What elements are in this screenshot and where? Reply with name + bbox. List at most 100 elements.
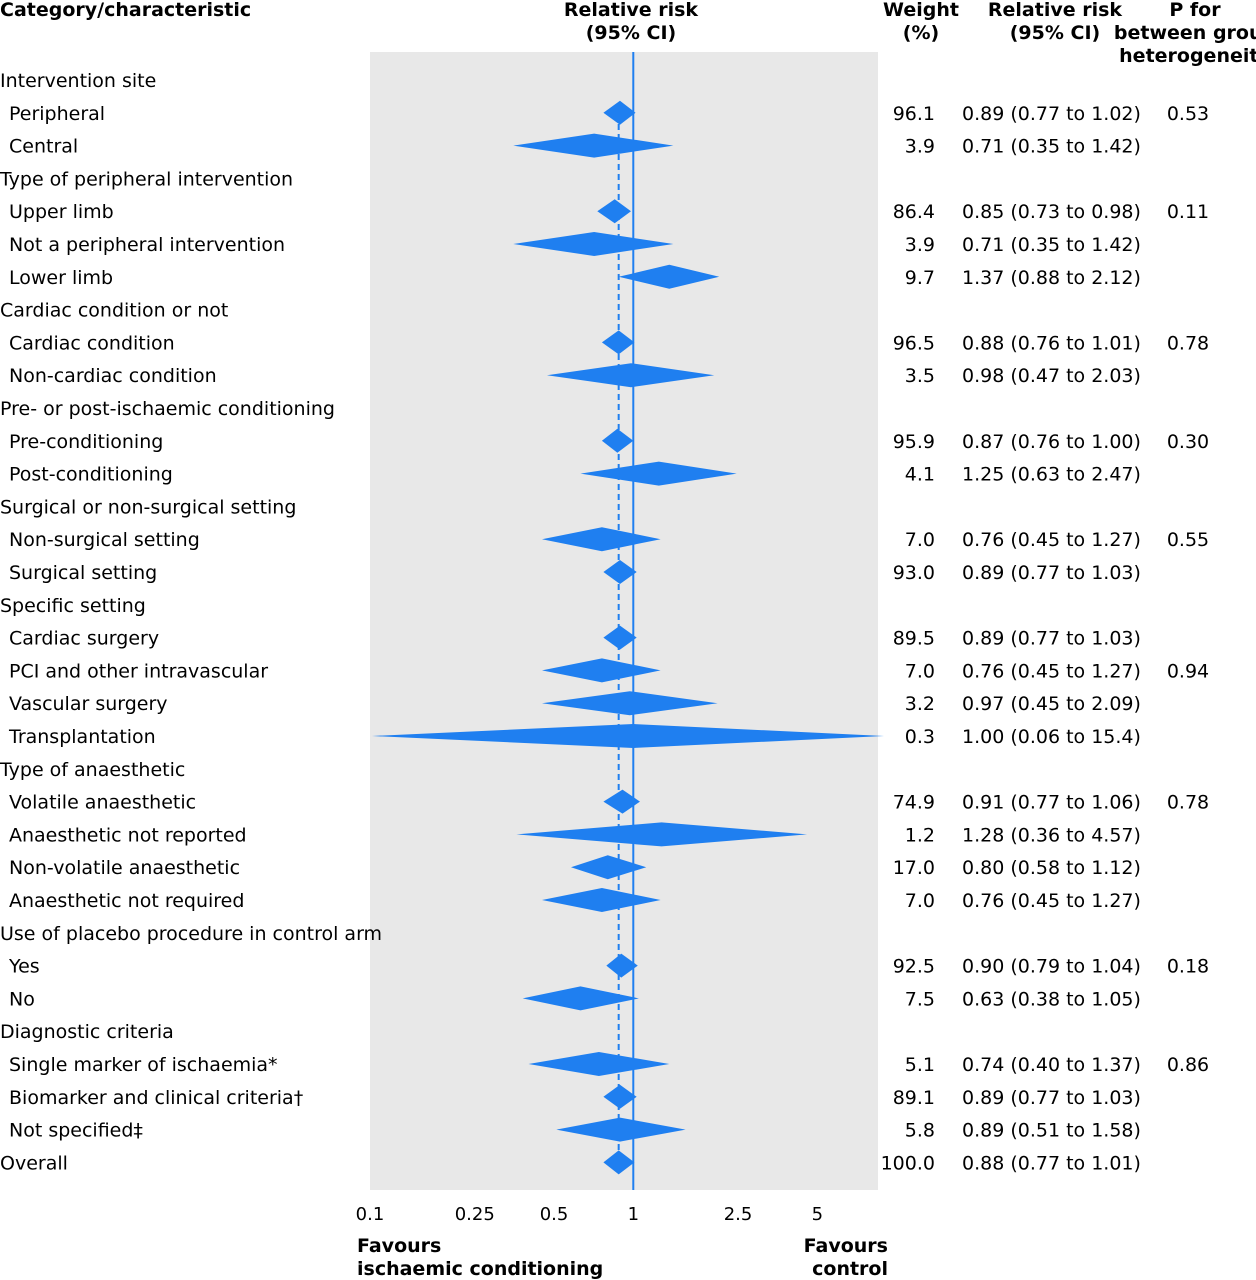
group-label: Pre- or post-ischaemic conditioning [0, 398, 335, 420]
effect-diamond [571, 855, 647, 880]
header-p-line: P for [1169, 0, 1221, 21]
rr-ci-text: 0.76 (0.45 to 1.27) [962, 890, 1141, 912]
rr-ci-text: 0.89 (0.51 to 1.58) [962, 1120, 1141, 1142]
x-tick-label: 1 [628, 1204, 639, 1225]
effect-diamond [372, 724, 884, 748]
effect-diamond [603, 100, 636, 125]
effect-diamond [556, 1117, 686, 1142]
header-rr-text-line: Relative risk [988, 0, 1123, 21]
effect-diamond [546, 363, 715, 388]
row-label: Anaesthetic not required [9, 890, 244, 912]
weight-value: 96.1 [893, 103, 935, 125]
weight-value: 100.0 [881, 1152, 935, 1174]
row-label: Transplantation [8, 726, 156, 748]
row-label: Pre-conditioning [9, 431, 163, 453]
row-label: Cardiac surgery [9, 628, 159, 650]
effect-diamond [601, 330, 635, 355]
row-label: Biomarker and clinical criteria† [9, 1087, 303, 1109]
row-label: Lower limb [9, 267, 113, 289]
p-heterogeneity: 0.18 [1167, 956, 1209, 978]
row-label: Non-surgical setting [9, 529, 200, 551]
header-rr-plot-line: (95% CI) [586, 22, 676, 44]
rr-ci-text: 0.97 (0.45 to 2.09) [962, 693, 1141, 715]
x-tick-label: 0.1 [356, 1204, 385, 1225]
weight-value: 95.9 [893, 431, 935, 453]
row-label: Non-volatile anaesthetic [9, 857, 240, 879]
x-tick-label: 0.5 [540, 1204, 569, 1225]
header-p-line: between group [1114, 22, 1256, 44]
x-tick-label: 0.25 [455, 1204, 495, 1225]
x-tick-label: 2.5 [724, 1204, 753, 1225]
row-label: Non-cardiac condition [9, 365, 217, 387]
x-tick-label: 5 [812, 1204, 823, 1225]
rr-ci-text: 0.85 (0.73 to 0.98) [962, 201, 1141, 223]
favours-right-label: control [812, 1258, 888, 1280]
effect-diamond [513, 232, 674, 256]
effect-diamond [541, 527, 661, 552]
weight-value: 7.5 [905, 988, 935, 1010]
effect-diamond [541, 658, 661, 683]
row-label: Not a peripheral intervention [9, 234, 285, 256]
row-label: Peripheral [9, 103, 105, 125]
weight-value: 92.5 [893, 956, 935, 978]
row-label: Anaesthetic not reported [9, 824, 247, 846]
group-label: Diagnostic criteria [0, 1021, 174, 1043]
effect-diamond [541, 888, 661, 912]
weight-value: 9.7 [905, 267, 935, 289]
effect-diamond [522, 986, 639, 1011]
effect-diamond [541, 691, 718, 716]
p-heterogeneity: 0.55 [1167, 529, 1209, 551]
rr-ci-text: 0.87 (0.76 to 1.00) [962, 431, 1141, 453]
p-heterogeneity: 0.53 [1167, 103, 1209, 125]
p-heterogeneity: 0.11 [1167, 201, 1209, 223]
plot-background [370, 52, 878, 1190]
effect-diamond [597, 199, 631, 224]
rr-ci-text: 0.80 (0.58 to 1.12) [962, 857, 1141, 879]
row-label: Single marker of ischaemia* [9, 1054, 278, 1076]
row-label: PCI and other intravascular [9, 660, 268, 682]
effect-diamond [603, 625, 637, 650]
group-label: Intervention site [0, 70, 156, 92]
favours-right-label: Favours [804, 1235, 888, 1257]
rr-ci-text: 0.98 (0.47 to 2.03) [962, 365, 1141, 387]
p-heterogeneity: 0.30 [1167, 431, 1209, 453]
rr-ci-text: 0.74 (0.40 to 1.37) [962, 1054, 1141, 1076]
weight-value: 5.8 [905, 1120, 935, 1142]
rr-ci-text: 0.89 (0.77 to 1.03) [962, 628, 1141, 650]
weight-value: 1.2 [905, 824, 935, 846]
weight-value: 7.0 [905, 660, 935, 682]
p-heterogeneity: 0.94 [1167, 660, 1209, 682]
rr-ci-text: 0.89 (0.77 to 1.03) [962, 562, 1141, 584]
rr-ci-text: 1.00 (0.06 to 15.4) [962, 726, 1141, 748]
weight-value: 3.5 [905, 365, 935, 387]
row-label: Central [9, 136, 78, 158]
weight-value: 0.3 [905, 726, 935, 748]
rr-ci-text: 0.88 (0.76 to 1.01) [962, 332, 1141, 354]
header-rr-text-line: (95% CI) [1010, 22, 1100, 44]
rr-ci-text: 0.71 (0.35 to 1.42) [962, 136, 1141, 158]
favours-left-label: ischaemic conditioning [357, 1258, 603, 1280]
row-label: Upper limb [9, 201, 114, 223]
weight-value: 86.4 [893, 201, 935, 223]
weight-value: 74.9 [893, 792, 935, 814]
overall-label: Overall [0, 1152, 68, 1174]
rr-ci-text: 1.37 (0.88 to 2.12) [962, 267, 1141, 289]
weight-value: 89.5 [893, 628, 935, 650]
group-label: Type of anaesthetic [0, 759, 185, 781]
group-label: Cardiac condition or not [0, 300, 228, 322]
rr-ci-text: 0.89 (0.77 to 1.03) [962, 1087, 1141, 1109]
weight-value: 4.1 [905, 464, 935, 486]
rr-ci-text: 0.90 (0.79 to 1.04) [962, 956, 1141, 978]
row-label: Vascular surgery [9, 693, 168, 715]
weight-value: 89.1 [893, 1087, 935, 1109]
row-label: Post-conditioning [9, 464, 173, 486]
rr-ci-text: 0.63 (0.38 to 1.05) [962, 988, 1141, 1010]
row-label: Not specified‡ [9, 1120, 143, 1142]
effect-diamond [603, 789, 640, 814]
effect-diamond [580, 461, 737, 486]
header-rr-plot-line: Relative risk [564, 0, 699, 21]
row-label: Cardiac condition [9, 332, 175, 354]
effect-diamond [516, 822, 808, 847]
p-heterogeneity: 0.78 [1167, 332, 1209, 354]
weight-value: 7.0 [905, 890, 935, 912]
